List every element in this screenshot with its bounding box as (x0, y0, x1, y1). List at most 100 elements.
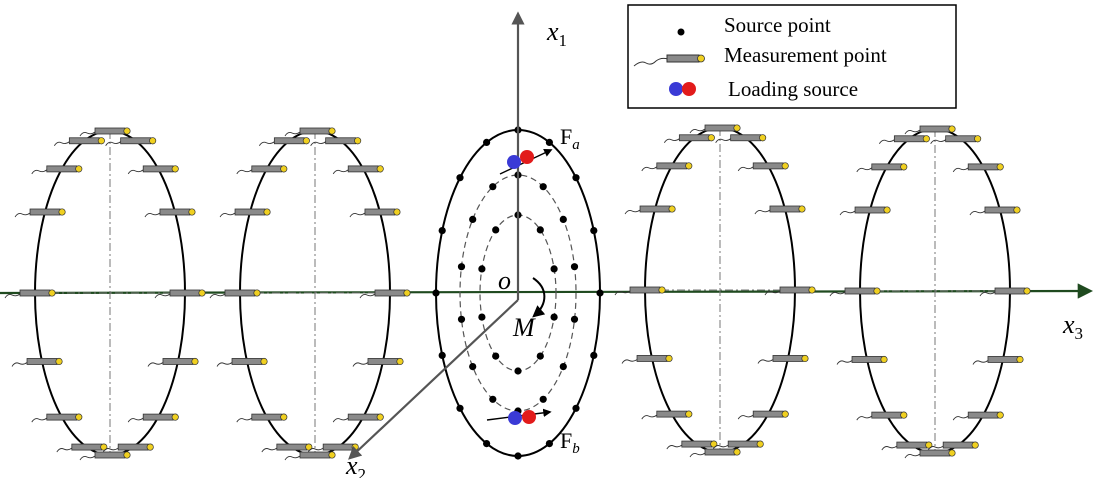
sensor-body (730, 134, 762, 142)
sensor-tip (900, 411, 908, 419)
sensor-body (94, 127, 126, 135)
measurement-point (689, 124, 741, 134)
sensor-wire (105, 141, 121, 147)
sensor-body (367, 358, 399, 365)
measurement-point (712, 440, 764, 450)
legend-measurement-point-text: Measurement point (724, 43, 887, 67)
source-point (492, 352, 500, 360)
sensor-body (325, 137, 357, 145)
measurement-point (154, 289, 206, 299)
source-point (492, 226, 500, 234)
sensor-body (347, 165, 379, 173)
sensor-tip (948, 125, 956, 133)
sensor-wire (216, 362, 233, 367)
sensor-wire (952, 167, 969, 173)
sensor-wire (663, 138, 680, 144)
sensor-tip (1013, 206, 1021, 214)
sensor-wire (352, 362, 369, 367)
source-point (457, 315, 466, 323)
sensor-wire (666, 444, 683, 450)
measurement-point (11, 357, 63, 367)
sensor-body (117, 443, 149, 451)
sensor-body (994, 287, 1026, 295)
sensor-wire (737, 166, 754, 172)
measurement-ring (614, 124, 816, 458)
sensor-wire (624, 209, 641, 215)
sensor-tip (354, 137, 362, 145)
source-point (550, 313, 558, 321)
source-point (469, 215, 477, 223)
sensor-tip (188, 208, 196, 216)
x2-axis-line (348, 299, 519, 460)
measurement-point (641, 162, 693, 172)
sensor-tip (922, 135, 930, 143)
sensor-wire (969, 210, 986, 216)
sensor-body (251, 165, 283, 173)
measurement-point (904, 125, 956, 135)
sensor-tip (658, 286, 666, 294)
legend-loading-source-text: Loading source (728, 77, 858, 101)
measurement-point (757, 354, 809, 364)
sensor-body (854, 206, 886, 214)
sensor-body (120, 137, 152, 145)
sensor-tip (100, 443, 108, 451)
measurement-point (332, 165, 384, 175)
measurement-point (689, 448, 741, 458)
load-red-dot (520, 150, 534, 164)
sensor-tip (798, 205, 806, 213)
measurement-point (349, 208, 401, 218)
sensor-tip (948, 449, 956, 457)
sensor-body (364, 208, 396, 216)
sensor-tip (733, 124, 741, 132)
source-point (559, 215, 567, 223)
sensor-body (374, 289, 406, 297)
measurement-point (754, 205, 806, 215)
load-blue-dot (508, 411, 522, 425)
sensor-tip (75, 165, 83, 173)
sensor-body (704, 124, 736, 132)
sensor-wire (127, 417, 144, 423)
sensor-tip (97, 137, 105, 145)
sensor-wire (219, 212, 236, 218)
sensor-wire (737, 414, 754, 420)
sensor-tip (393, 208, 401, 216)
source-point (572, 404, 580, 412)
sensor-body (844, 287, 876, 295)
measurement-point (856, 163, 908, 173)
legend: Source point Measurement point Loading s… (627, 4, 957, 109)
sensor-tip (808, 286, 816, 294)
sensor-wire (972, 360, 989, 365)
source-point (590, 227, 598, 235)
sensor-tip (305, 443, 313, 451)
sensor-wire (236, 417, 253, 423)
sensor-wire (261, 447, 278, 453)
source-point (536, 352, 544, 360)
source-point (514, 452, 522, 460)
sensor-tip (171, 413, 179, 421)
sensor-wire (79, 131, 96, 137)
measurement-rings (4, 124, 1031, 461)
sensor-body (162, 358, 194, 365)
sensor-body (752, 410, 784, 418)
sensor-tip (198, 289, 206, 297)
sensor-wire (307, 447, 324, 453)
sensor-body (224, 289, 256, 297)
moment-label: M (512, 313, 536, 342)
source-point (489, 395, 497, 403)
loading-source-legend-red (682, 82, 696, 96)
sensor-tip (925, 441, 933, 449)
source-point (438, 351, 446, 359)
sensor-body (752, 162, 784, 170)
sensor-body (639, 205, 671, 213)
sensor-wire (56, 447, 73, 453)
measurement-point (952, 163, 1004, 173)
measurement-point (352, 357, 404, 367)
sensor-wire (53, 141, 70, 147)
force-fa-label: Fa (560, 124, 580, 153)
sensor-wire (689, 128, 706, 134)
measurement-point (621, 354, 673, 364)
measurement-point (737, 410, 789, 420)
source-points (432, 126, 604, 460)
sensor-wire (79, 455, 96, 461)
